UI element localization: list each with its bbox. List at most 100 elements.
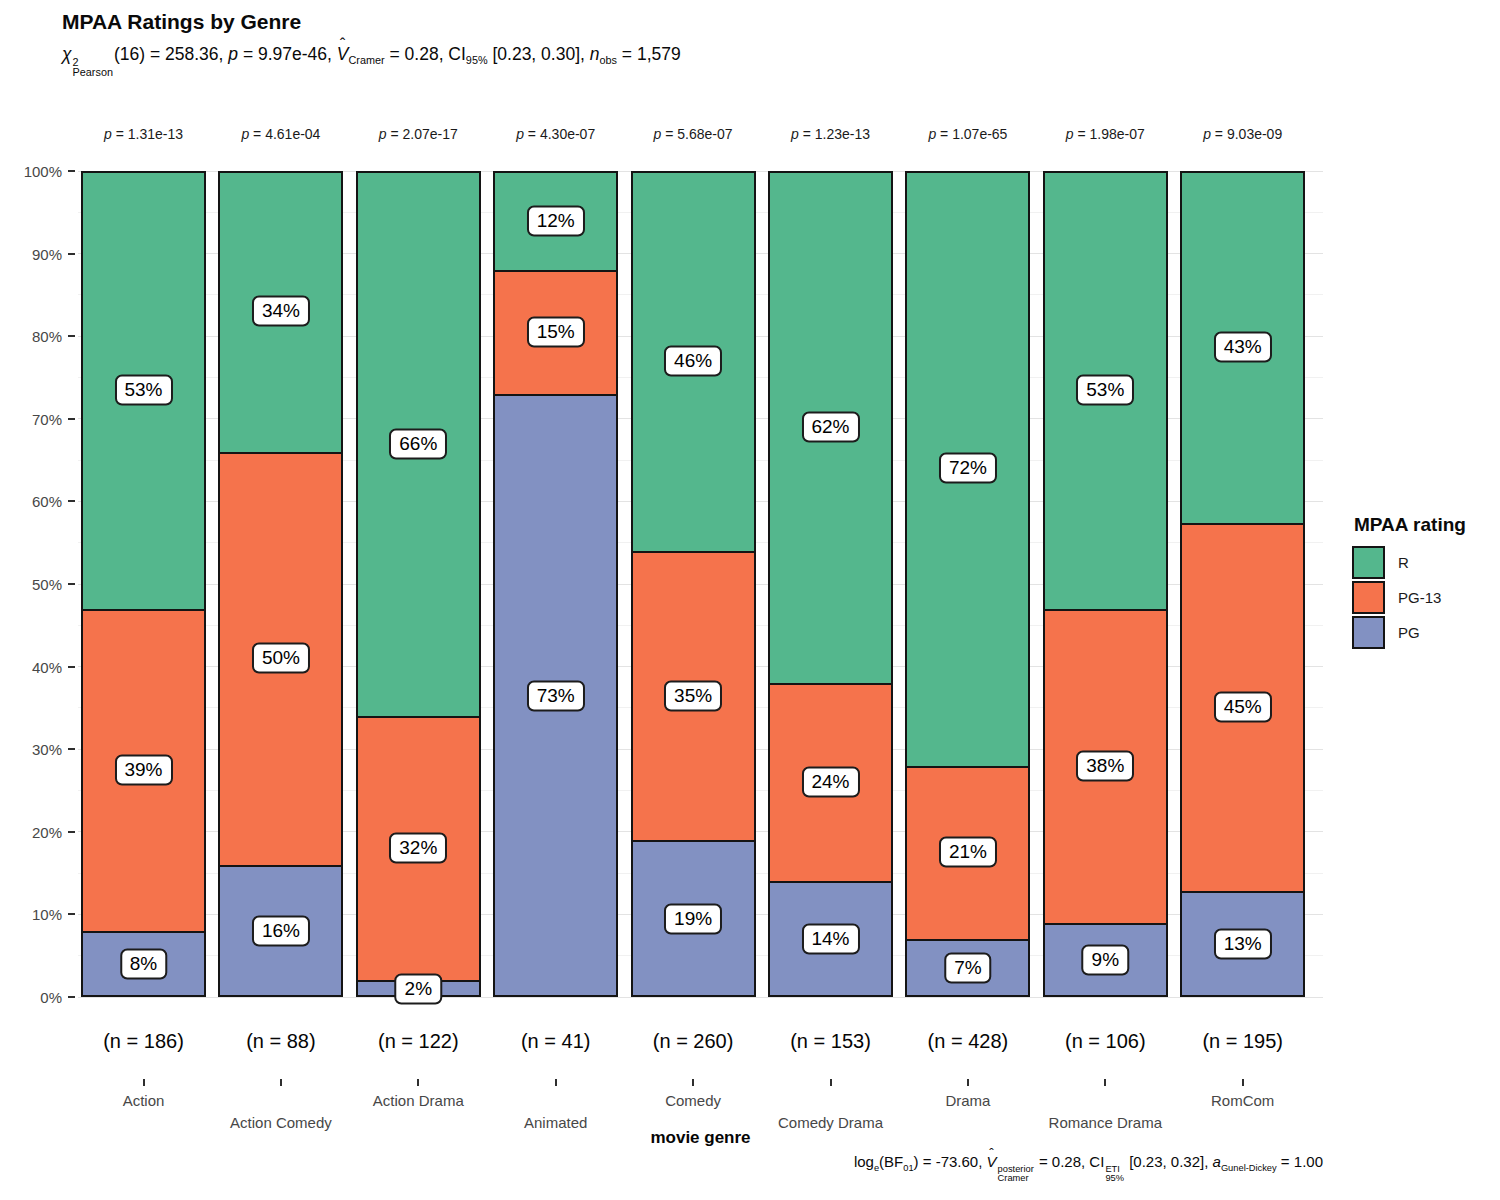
sample-size-label: (n = 260): [653, 1030, 734, 1053]
p-symbol: p: [241, 126, 249, 142]
legend-swatch-pg-13: [1352, 581, 1385, 614]
legend-title: MPAA rating: [1354, 514, 1466, 536]
y-axis-tick: [68, 418, 75, 420]
percent-label: 15%: [527, 317, 585, 348]
x-axis-tick-label: Comedy: [665, 1092, 721, 1109]
math-text-segment: = 1.00: [1277, 1153, 1323, 1170]
y-axis-tick-label: 30%: [0, 741, 62, 758]
percent-label: 16%: [252, 915, 310, 946]
x-axis-tick-label: Drama: [945, 1092, 990, 1109]
percent-label: 43%: [1214, 331, 1272, 362]
y-axis-tick-label: 40%: [0, 658, 62, 675]
math-text-segment: Gunel-Dickey: [1221, 1163, 1277, 1173]
p-symbol: p: [516, 126, 524, 142]
p-value-label: p = 4.61e-04: [241, 126, 320, 142]
math-text-segment: 01: [903, 1163, 913, 1173]
y-axis-tick-label: 70%: [0, 410, 62, 427]
x-axis-tick-label: Action Drama: [373, 1092, 464, 1109]
y-axis-tick: [68, 831, 75, 833]
x-axis-tick: [967, 1079, 969, 1086]
y-axis-tick-label: 50%: [0, 576, 62, 593]
chart-caption-bayes: loge(BF01) = -73.60, VˆposteriorCramer =…: [78, 1153, 1323, 1183]
annotation-layer: 0%10%20%30%40%50%60%70%80%90%100%8%39%53…: [0, 0, 1500, 1200]
percent-label: 35%: [664, 680, 722, 711]
percent-label: 72%: [939, 453, 997, 484]
percent-label: 62%: [801, 412, 859, 443]
math-text-segment: a: [1213, 1153, 1221, 1170]
legend-swatch-r: [1352, 546, 1385, 579]
y-axis-tick: [68, 913, 75, 915]
y-axis-tick-label: 10%: [0, 906, 62, 923]
y-axis-tick: [68, 335, 75, 337]
y-axis-tick: [68, 583, 75, 585]
math-supsub-stack: ETI95%: [1105, 1165, 1124, 1184]
percent-label: 32%: [389, 833, 447, 864]
percent-label: 12%: [527, 205, 585, 236]
sample-size-label: (n = 88): [246, 1030, 315, 1053]
p-value-label: p = 1.23e-13: [791, 126, 870, 142]
math-text-segment: = 0.28, CI: [1035, 1153, 1105, 1170]
legend-items: R PG-13 PG: [1352, 546, 1466, 649]
x-axis-tick-label: RomCom: [1211, 1092, 1274, 1109]
percent-label: 38%: [1076, 750, 1134, 781]
y-axis-tick-label: 100%: [0, 163, 62, 180]
p-value-label: p = 5.68e-07: [654, 126, 733, 142]
percent-label: 73%: [527, 680, 585, 711]
y-axis-tick: [68, 666, 75, 668]
y-axis-tick: [68, 748, 75, 750]
p-symbol: p: [654, 126, 662, 142]
math-text-segment: (BF: [879, 1153, 903, 1170]
percent-label: 53%: [114, 374, 172, 405]
x-axis-tick: [555, 1079, 557, 1086]
math-text-segment: [0.23, 0.32],: [1125, 1153, 1213, 1170]
percent-label: 14%: [801, 924, 859, 955]
y-axis-tick-label: 60%: [0, 493, 62, 510]
x-axis-tick: [143, 1079, 145, 1086]
percent-label: 46%: [664, 345, 722, 376]
sample-size-label: (n = 41): [521, 1030, 590, 1053]
math-text-segment: ) = -73.60,: [914, 1153, 987, 1170]
percent-label: 8%: [120, 948, 167, 979]
p-symbol: p: [1066, 126, 1074, 142]
percent-label: 45%: [1214, 691, 1272, 722]
math-text-segment: Vˆ: [987, 1153, 997, 1170]
percent-label: 9%: [1082, 944, 1129, 975]
x-axis-title: movie genre: [78, 1128, 1323, 1148]
p-value-label: p = 9.03e-09: [1203, 126, 1282, 142]
percent-label: 2%: [395, 973, 442, 1004]
sample-size-label: (n = 195): [1202, 1030, 1283, 1053]
legend-item-pg-13: PG-13: [1352, 581, 1466, 614]
x-axis-tick: [1242, 1079, 1244, 1086]
y-axis-tick-label: 90%: [0, 245, 62, 262]
p-value-label: p = 1.31e-13: [104, 126, 183, 142]
y-axis-tick: [68, 996, 75, 998]
x-axis-tick: [1104, 1079, 1106, 1086]
p-symbol: p: [791, 126, 799, 142]
legend-item-pg: PG: [1352, 616, 1466, 649]
legend-swatch-pg: [1352, 616, 1385, 649]
p-value-label: p = 4.30e-07: [516, 126, 595, 142]
legend-item-r: R: [1352, 546, 1466, 579]
y-axis-tick: [68, 500, 75, 502]
sample-size-label: (n = 122): [378, 1030, 459, 1053]
legend: MPAA rating R PG-13 PG: [1352, 514, 1466, 651]
sample-size-label: (n = 186): [103, 1030, 184, 1053]
p-value-label: p = 2.07e-17: [379, 126, 458, 142]
p-symbol: p: [104, 126, 112, 142]
p-symbol: p: [1203, 126, 1211, 142]
math-supsub-stack: posteriorCramer: [998, 1165, 1034, 1184]
x-axis-tick: [417, 1079, 419, 1086]
percent-label: 19%: [664, 903, 722, 934]
y-axis-tick-label: 80%: [0, 328, 62, 345]
percent-label: 50%: [252, 643, 310, 674]
legend-label: R: [1398, 554, 1409, 571]
legend-label: PG-13: [1398, 589, 1441, 606]
x-axis-tick: [692, 1079, 694, 1086]
sample-size-label: (n = 106): [1065, 1030, 1146, 1053]
y-axis-tick-label: 0%: [0, 989, 62, 1006]
percent-label: 13%: [1214, 928, 1272, 959]
x-axis-tick: [280, 1079, 282, 1086]
x-axis-tick-label: Action: [123, 1092, 165, 1109]
p-value-label: p = 1.98e-07: [1066, 126, 1145, 142]
percent-label: 7%: [944, 953, 991, 984]
